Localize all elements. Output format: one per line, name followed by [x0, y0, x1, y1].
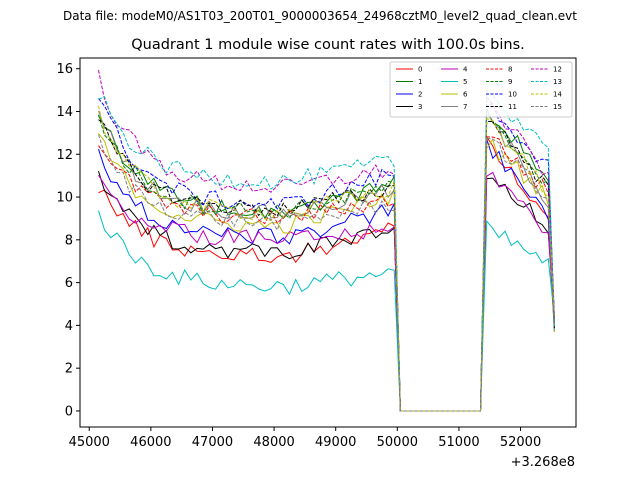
x-tick-label: 51000: [438, 435, 479, 450]
legend-label-8: 8: [508, 66, 512, 74]
legend-label-15: 15: [553, 103, 562, 111]
x-tick-label: 50000: [377, 435, 418, 450]
legend-label-7: 7: [463, 103, 467, 111]
x-tick-label: 47000: [192, 435, 233, 450]
legend-label-9: 9: [508, 78, 512, 86]
x-tick-label: 52000: [500, 435, 541, 450]
legend-label-14: 14: [553, 91, 562, 99]
series-line-5: [98, 210, 555, 412]
y-tick-label: 6: [65, 276, 73, 291]
legend-label-10: 10: [508, 91, 517, 99]
legend-box: [389, 61, 573, 118]
x-tick-label: 46000: [130, 435, 171, 450]
legend-label-13: 13: [553, 78, 562, 86]
y-tick-label: 12: [56, 148, 73, 163]
y-tick-label: 16: [56, 62, 73, 77]
legend-label-4: 4: [463, 66, 468, 74]
axes-frame: [79, 57, 577, 428]
legend-label-5: 5: [463, 78, 467, 86]
legend-label-1: 1: [418, 78, 422, 86]
series-line-15: [98, 134, 555, 412]
x-tick-label: 49000: [315, 435, 356, 450]
y-tick-label: 2: [65, 362, 73, 377]
legend-label-0: 0: [418, 66, 422, 74]
x-offset-label: +3.268e8: [511, 455, 575, 470]
x-tick-label: 48000: [253, 435, 294, 450]
chart-suptitle: Data file: modeM0/AS1T03_200T01_90000036…: [63, 9, 577, 23]
legend-label-6: 6: [463, 91, 468, 99]
legend-label-3: 3: [418, 103, 422, 111]
chart-title: Quadrant 1 module wise count rates with …: [131, 37, 525, 53]
series-lines: [98, 69, 555, 412]
legend-label-11: 11: [508, 103, 517, 111]
y-tick-label: 8: [65, 233, 73, 248]
y-tick-label: 0: [65, 404, 73, 419]
y-tick-label: 14: [56, 105, 73, 120]
plot-area: 45000 46000 47000 48000 49000 50000 51000 52000…: [56, 57, 577, 450]
y-tick-label: 4: [65, 319, 73, 334]
legend-label-2: 2: [418, 91, 422, 99]
legend-label-12: 12: [553, 66, 562, 74]
x-tick-label: 45000: [69, 435, 110, 450]
y-tick-label: 10: [56, 191, 73, 206]
